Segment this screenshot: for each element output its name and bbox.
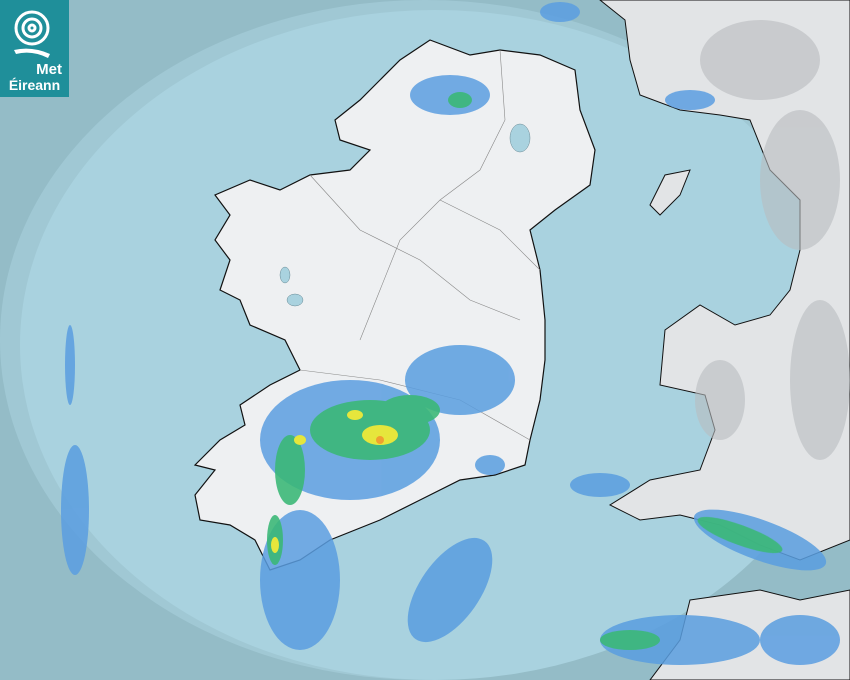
ireland-lakes bbox=[279, 123, 531, 307]
swirl-logo-icon bbox=[14, 10, 50, 58]
rain-heavy bbox=[271, 410, 398, 553]
britain-highlands bbox=[695, 20, 850, 460]
rain-very-heavy bbox=[376, 436, 384, 444]
logo-text-eireann: Éireann bbox=[8, 77, 61, 93]
logo-text-met: Met bbox=[36, 61, 62, 78]
met-eireann-logo: Met Éireann bbox=[0, 0, 69, 97]
